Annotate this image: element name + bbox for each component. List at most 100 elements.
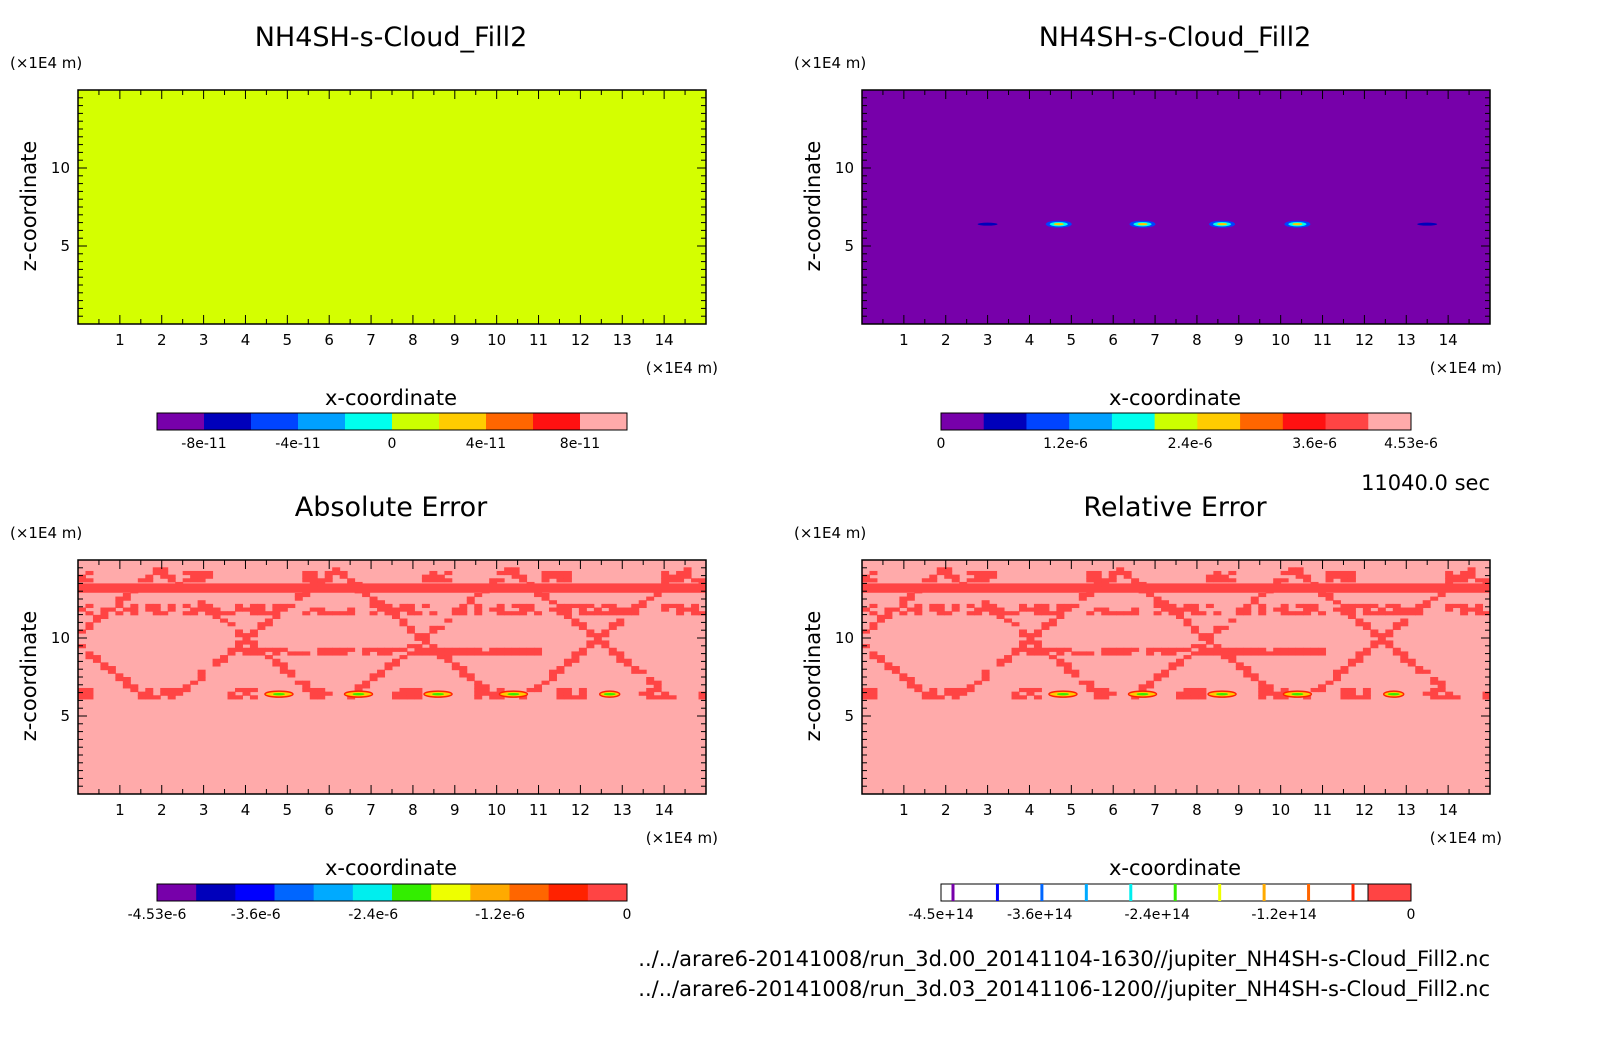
error-cell	[1355, 651, 1364, 656]
error-cell	[1190, 687, 1199, 693]
error-cell	[1362, 651, 1371, 656]
error-cell	[152, 695, 161, 700]
error-cell	[1026, 633, 1035, 638]
error-cell	[966, 687, 975, 693]
error-cell	[884, 666, 893, 671]
error-cell	[1131, 611, 1140, 616]
colorbar-tick-label: 2.4e-6	[1168, 436, 1213, 452]
error-cell	[1019, 695, 1027, 700]
error-cell	[392, 691, 400, 696]
error-cell	[332, 611, 341, 616]
error-cell	[511, 603, 520, 609]
error-cell	[362, 647, 371, 652]
error-cell	[1362, 622, 1371, 627]
error-cell	[586, 633, 595, 638]
error-cell	[100, 662, 109, 667]
y-tick-label: 5	[844, 707, 854, 725]
error-cell	[1295, 570, 1304, 576]
x-tick-label: 8	[1192, 801, 1202, 819]
error-cell	[1310, 581, 1319, 587]
error-cell	[1176, 614, 1184, 619]
error-cell	[1056, 658, 1065, 663]
error-cell	[1467, 607, 1476, 612]
error-cell	[496, 611, 505, 616]
error-cell	[392, 695, 400, 700]
error-cell	[496, 607, 505, 612]
error-cell	[249, 644, 258, 649]
error-cell	[661, 574, 670, 579]
error-cell	[1183, 607, 1192, 612]
error-cell	[1445, 574, 1454, 579]
x-tick-label: 6	[324, 801, 334, 819]
error-cell	[981, 669, 990, 674]
error-cell	[1265, 651, 1274, 656]
error-cell	[414, 687, 423, 693]
error-cell	[257, 603, 266, 609]
error-cell	[1108, 647, 1117, 652]
error-cell	[563, 695, 572, 700]
error-cell	[1019, 607, 1027, 612]
y-unit-label: (×1E4 m)	[10, 524, 82, 542]
error-band	[862, 583, 1490, 593]
error-cell	[653, 687, 662, 693]
error-cell	[586, 611, 595, 616]
error-cell	[1250, 677, 1259, 682]
error-cell	[249, 651, 258, 656]
error-cell	[182, 684, 191, 689]
error-cell	[212, 614, 221, 619]
error-cell	[1243, 669, 1252, 674]
error-cell	[167, 578, 176, 583]
error-cell	[474, 695, 483, 700]
error-cell	[1033, 687, 1042, 693]
error-cell	[1093, 687, 1102, 693]
error-cell	[332, 570, 341, 576]
error-cell	[1340, 603, 1349, 609]
error-cell	[1452, 574, 1461, 579]
error-cell	[571, 622, 580, 627]
error-cell	[429, 574, 438, 579]
error-cell	[578, 622, 587, 627]
error-cell	[1101, 578, 1110, 583]
colorbar-swatch	[1325, 413, 1369, 430]
error-cell	[608, 611, 617, 616]
error-cell	[959, 581, 968, 587]
error-cell	[1146, 589, 1155, 594]
error-cell	[302, 574, 311, 579]
error-cell	[1258, 592, 1267, 598]
error-cell	[85, 611, 94, 616]
error-cell	[676, 611, 685, 616]
error-cell	[347, 647, 356, 652]
error-cell	[1318, 647, 1327, 652]
error-cell	[1460, 578, 1469, 583]
colorbar-tick-label: -8e-11	[181, 436, 226, 452]
error-cell	[1288, 651, 1297, 656]
error-cell	[1258, 695, 1267, 700]
error-cell	[429, 570, 438, 576]
error-cell	[459, 669, 468, 674]
error-cell	[862, 607, 870, 612]
error-cell	[1153, 611, 1162, 616]
error-cell	[324, 578, 333, 583]
error-cell	[541, 578, 550, 583]
error-cell	[891, 669, 900, 674]
error-cell	[869, 570, 878, 576]
error-cell	[1303, 603, 1312, 609]
error-cell	[959, 691, 968, 696]
error-cell	[1033, 651, 1042, 656]
error-cell	[996, 662, 1005, 667]
panel-top-left: NH4SH-s-Cloud_Fill2 (×1E4 m) 1 2 3 4 5 6 7 8 9 10…	[10, 22, 718, 452]
error-cell	[593, 636, 602, 641]
error-cell	[974, 574, 983, 579]
error-cell	[362, 684, 371, 689]
error-cell	[1063, 666, 1072, 671]
error-cell	[1198, 695, 1207, 700]
error-cell	[130, 603, 139, 609]
error-cell	[279, 666, 288, 671]
panel-bottom-right: Relative Error (×1E4 m) 1 2 3 4 5 6 7 8 9 10 11 12 1…	[794, 492, 1502, 923]
error-cell	[1153, 647, 1162, 652]
error-cell	[876, 618, 885, 623]
error-cell	[272, 603, 281, 609]
x-tick-label: 2	[157, 801, 167, 819]
colorbar-swatch	[392, 413, 440, 430]
error-cell	[369, 611, 378, 616]
